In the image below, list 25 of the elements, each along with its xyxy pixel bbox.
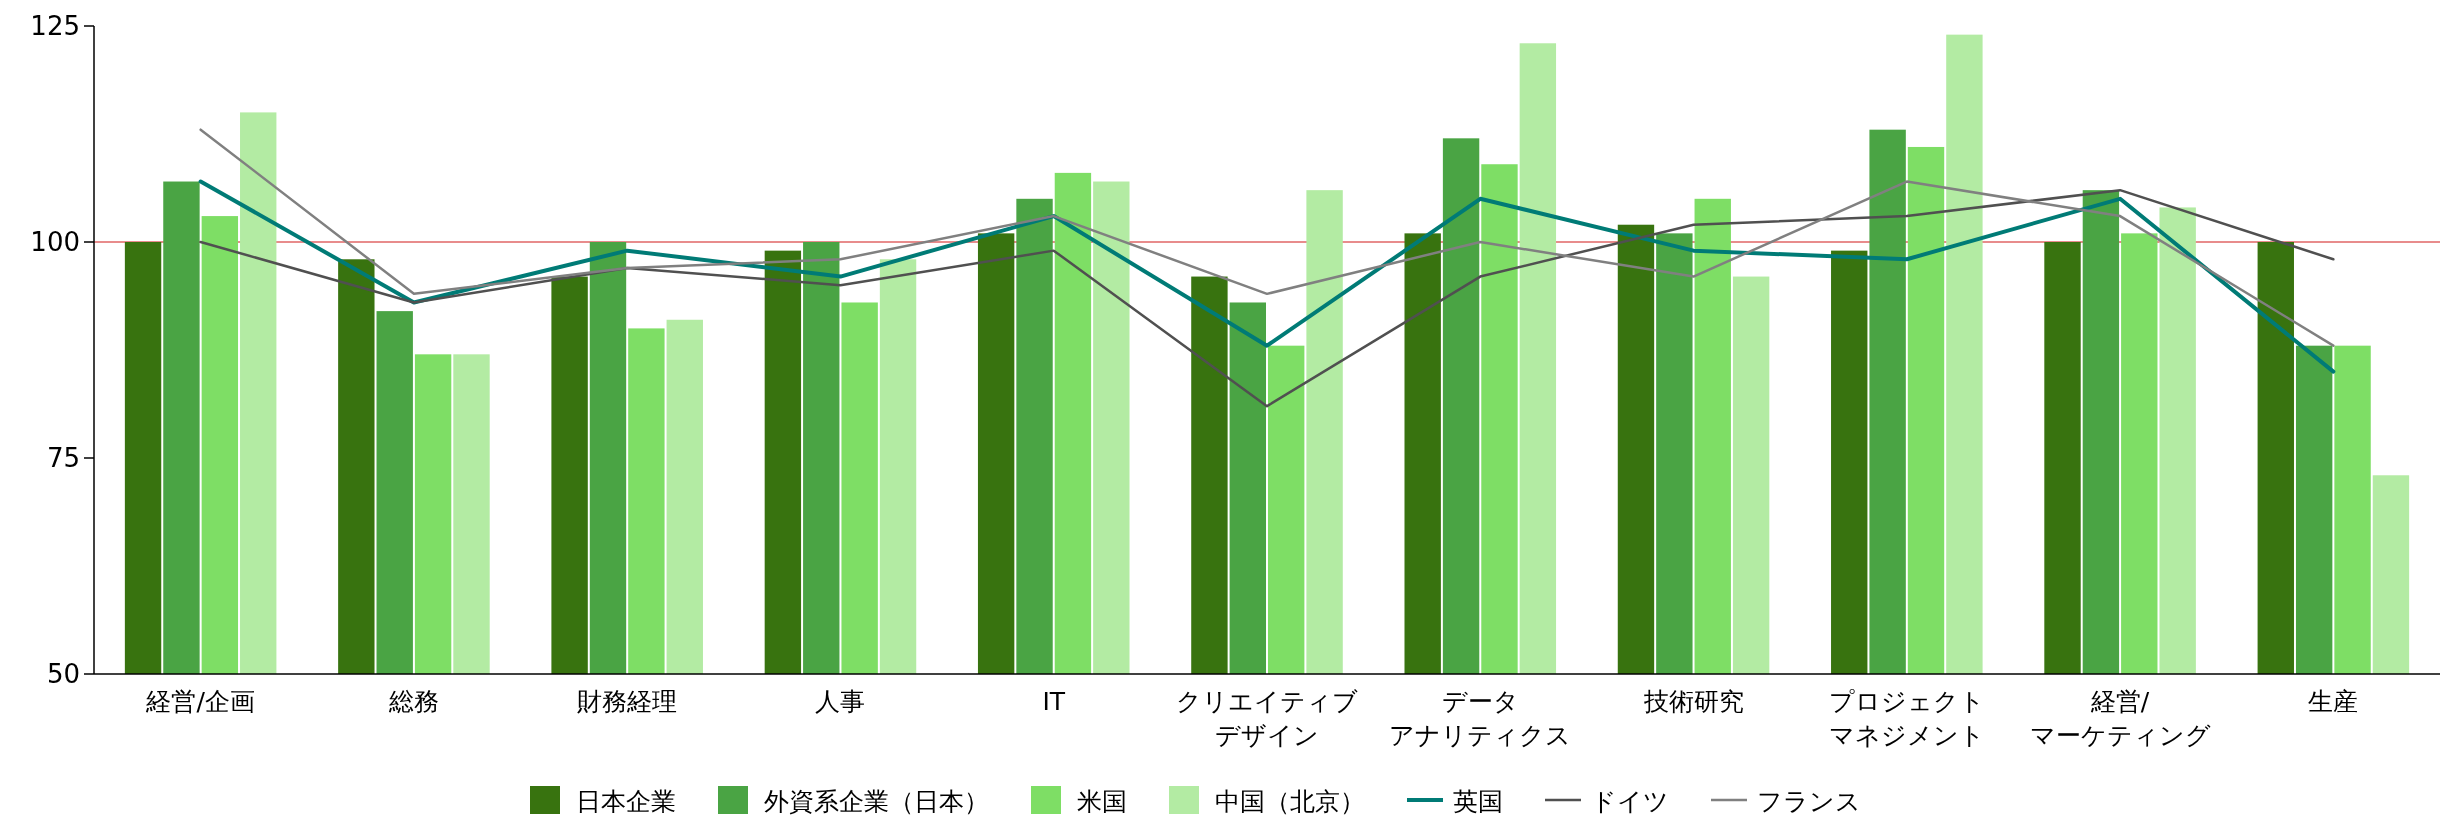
y-tick-label: 75 bbox=[46, 443, 80, 473]
y-tick-label: 50 bbox=[46, 659, 80, 689]
legend-label: ドイツ bbox=[1591, 787, 1669, 816]
x-tick-label: 経営/マーケティング bbox=[2029, 687, 2211, 750]
y-tick-label: 100 bbox=[30, 227, 80, 257]
x-tick-label: クリエイティブデザイン bbox=[1176, 687, 1358, 750]
legend-label: 米国 bbox=[1077, 787, 1127, 816]
x-tick-label: プロジェクトマネジメント bbox=[1828, 687, 1985, 750]
x-tick-label: 人事 bbox=[815, 687, 866, 716]
legend-label: 英国 bbox=[1453, 787, 1503, 816]
x-tick-label: IT bbox=[1042, 687, 1066, 716]
y-tick-label: 125 bbox=[30, 11, 80, 41]
x-tick-label: 技術研究 bbox=[1642, 687, 1744, 716]
x-tick-label: 財務経理 bbox=[577, 687, 678, 716]
legend-label: フランス bbox=[1757, 787, 1861, 816]
x-tick-label: 経営/企画 bbox=[145, 687, 255, 716]
legend-label: 中国（北京） bbox=[1215, 787, 1365, 816]
line-series bbox=[198, 179, 2336, 374]
legend-label: 日本企業 bbox=[576, 787, 676, 816]
x-tick-label: 生産 bbox=[2308, 687, 2359, 716]
line-series bbox=[199, 188, 2335, 408]
x-tick-label: 総務 bbox=[387, 687, 439, 716]
x-tick-label: データアナリティクス bbox=[1389, 687, 1572, 750]
legend-label: 外資系企業（日本） bbox=[764, 787, 989, 816]
line-series bbox=[199, 128, 2335, 347]
